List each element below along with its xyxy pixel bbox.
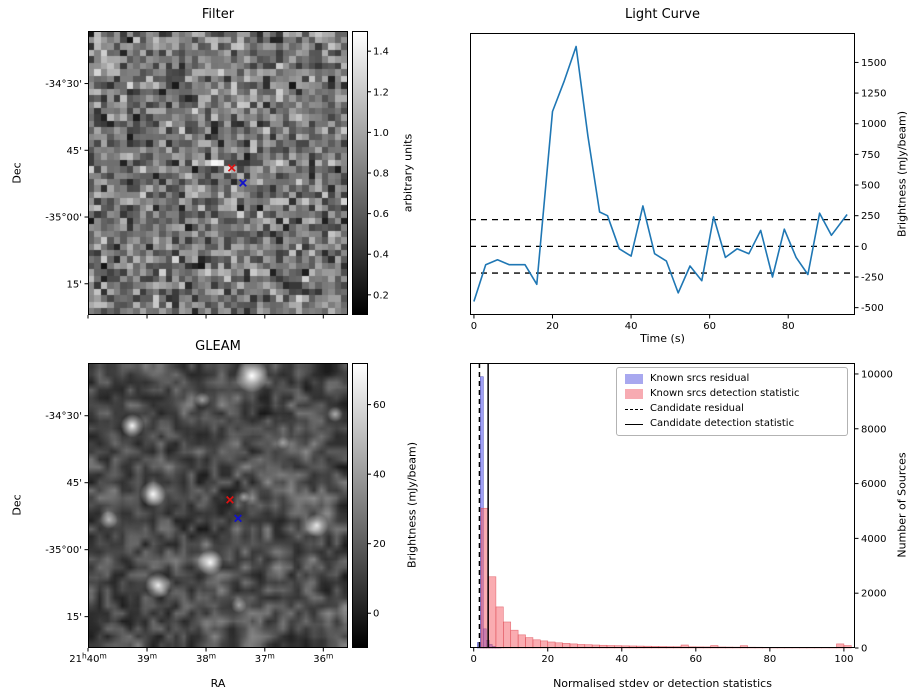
legend-item: Known srcs residual [625,373,839,385]
axes-frame [470,363,855,648]
legend-label: Candidate residual [650,403,744,414]
tick-label: 8000 [861,424,886,435]
histogram-bar-detection [510,629,519,649]
tick-label: 40 [373,470,386,481]
tick-label: 39m [137,652,157,666]
tick-label: 40 [615,654,628,665]
tick-label: 6000 [861,479,886,490]
tick-label: 36m [313,652,333,666]
tick-label: -34°30' [45,411,82,422]
tick-label: 1000 [861,119,886,130]
tick-label: -250 [861,272,884,283]
histogram-bar-detection [503,621,512,649]
tick-label: 38m [196,652,216,666]
histogram-legend: Known srcs residual Known srcs detection… [616,367,848,436]
gleam-ylabel: Dec [10,494,24,516]
legend-label: Known srcs residual [650,373,750,384]
tick-label: 0 [861,644,867,655]
tick-label: 20 [373,539,386,550]
axes-frame [88,363,348,648]
tick-label: 40 [625,321,638,332]
legend-item: Known srcs detection statistic [625,388,839,400]
tick-label: 1.0 [373,128,389,139]
tick-label: 0 [471,321,477,332]
tick-label: 0 [861,242,867,253]
lightcurve-xlabel: Time (s) [640,332,685,345]
tick-label: 0.2 [373,290,389,301]
tick-label: -35°00' [45,545,82,556]
candidate-marker-red [227,163,236,172]
tick-label: 1.4 [373,47,389,58]
pink-patch-swatch [625,389,643,399]
tick-label: 45' [67,478,82,489]
histogram-xlabel: Normalised stdev or detection statistics [553,677,772,690]
tick-label: 10000 [861,369,893,380]
tick-label: 500 [861,181,880,192]
tick-label: 1250 [861,89,886,100]
source-marker-blue [239,179,247,187]
filter-colorbar [352,31,368,315]
histogram-bar-detection [525,637,534,649]
tick-label: 15' [67,612,82,623]
filter-image [88,31,348,315]
gleam-colorbar-label: Brightness (mJy/beam) [405,441,419,569]
dashed-line-swatch [625,408,643,410]
tick-label: 60 [373,400,386,411]
tick-label: -500 [861,303,884,314]
tick-label: 750 [861,150,880,161]
tick-label: 0.4 [373,250,389,261]
filter-title: Filter [201,7,235,22]
tick-label: 250 [861,211,880,222]
gleam-colorbar [352,363,368,648]
tick-label: 4000 [861,534,886,545]
tick-label: 15' [67,279,82,290]
tick-label: 20 [546,321,559,332]
tick-label: 80 [782,321,795,332]
filter-ylabel: Dec [10,162,24,184]
lightcurve-ylabel: Brightness (mJy/beam) [895,110,909,238]
legend-item: Candidate residual [625,403,839,415]
tick-label: 80 [763,654,776,665]
histogram-bar-detection [540,640,549,649]
histogram-bar-detection [488,576,497,649]
legend-label: Known srcs detection statistic [650,388,800,399]
axes-frame [88,31,348,315]
legend-item: Candidate detection statistic [625,418,839,430]
tick-label: 45' [67,146,82,157]
tick-label: 20 [541,654,554,665]
blue-patch-swatch [625,374,643,384]
tick-label: 21h40m [69,652,107,666]
tick-label: 1500 [861,58,886,69]
histogram-bar-detection [517,634,526,649]
candidate-marker-red [226,495,234,504]
filter-colorbar-label: arbitrary units [401,133,415,213]
histogram-bar-detection [532,639,541,649]
source-marker-blue [234,514,242,523]
gleam-image [88,363,348,648]
axes-frame [470,33,855,315]
tick-label: 2000 [861,589,886,600]
lightcurve-title: Light Curve [625,7,700,22]
histogram-ylabel: Number of Sources [895,452,909,558]
light-curve-line [473,45,848,302]
tick-label: 0 [471,654,477,665]
tick-label: -34°30' [45,79,82,90]
solid-line-swatch [625,423,643,425]
tick-label: 100 [834,654,853,665]
histogram-bar-detection [495,606,504,649]
tick-label: 0.8 [373,169,389,180]
tick-label: 0 [373,609,379,620]
legend-label: Candidate detection statistic [650,418,795,429]
gleam-title: GLEAM [195,339,241,354]
tick-label: 37m [255,652,275,666]
tick-label: 60 [689,654,702,665]
tick-label: 60 [703,321,716,332]
gleam-xlabel: RA [210,677,226,690]
tick-label: -35°00' [45,213,82,224]
tick-label: 0.6 [373,209,389,220]
tick-label: 1.2 [373,87,389,98]
